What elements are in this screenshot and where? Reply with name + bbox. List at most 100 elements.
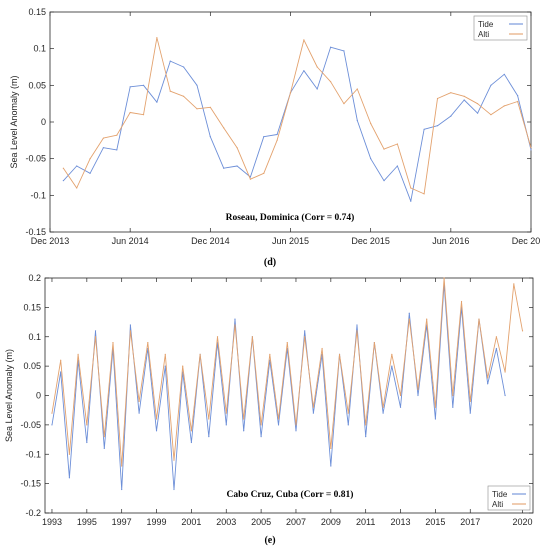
data-point <box>426 318 428 320</box>
legend-box <box>487 485 531 511</box>
data-point <box>338 353 341 355</box>
data-point <box>276 139 278 141</box>
chart-panel-1: -0.15 -0.1 -0.05 0 0.05 0.1 0.15 Dec 2013 Jun 20… <box>9 7 540 268</box>
data-point <box>164 365 166 367</box>
data-point <box>147 342 149 344</box>
data-point <box>423 128 425 130</box>
data-point <box>236 165 238 167</box>
data-point <box>443 277 445 279</box>
data-point <box>68 453 70 455</box>
data-point <box>94 336 97 338</box>
data-point <box>277 418 280 420</box>
data-point <box>343 103 345 105</box>
data-point <box>62 180 64 182</box>
data-point <box>463 95 465 97</box>
x-tick-label: Dec 2013 <box>31 236 70 246</box>
data-point <box>530 149 532 151</box>
data-point <box>236 147 238 149</box>
data-point <box>343 50 345 52</box>
y-axis-label: Sea Level Anomaly (m) <box>4 349 14 442</box>
data-point <box>183 66 185 68</box>
data-point <box>89 158 91 160</box>
data-point <box>249 178 252 180</box>
data-point <box>129 111 131 114</box>
data-point <box>156 101 158 103</box>
data-point <box>196 84 198 86</box>
x-tick-label: 2011 <box>356 517 375 527</box>
x-tick-label: 1995 <box>77 517 97 527</box>
data-point <box>365 424 367 426</box>
legend-label-tide: Tide <box>478 20 494 29</box>
data-point <box>513 283 515 285</box>
data-point <box>60 371 62 373</box>
data-point <box>243 430 245 432</box>
data-point <box>86 441 88 444</box>
data-point <box>155 430 158 432</box>
data-point <box>216 336 219 338</box>
data-point <box>60 359 62 361</box>
data-point <box>234 318 236 320</box>
series-tide <box>62 46 532 202</box>
data-point <box>208 436 210 438</box>
data-point <box>234 324 236 326</box>
data-point <box>249 176 252 178</box>
data-point <box>356 330 358 332</box>
data-point <box>450 115 452 117</box>
data-point <box>391 353 393 355</box>
data-point <box>129 324 131 326</box>
data-point <box>295 424 297 426</box>
y-tick-label: -0.05 <box>25 154 46 164</box>
data-point <box>260 424 262 426</box>
data-point <box>94 330 97 332</box>
data-point <box>321 347 323 350</box>
data-point <box>370 158 372 160</box>
x-tick-label: 2001 <box>181 517 201 527</box>
data-point <box>76 187 78 189</box>
data-point <box>399 406 402 408</box>
data-point <box>463 99 465 101</box>
data-point <box>196 108 198 110</box>
data-point <box>190 430 192 432</box>
y-tick-label: -0.1 <box>25 449 41 459</box>
plot-frame <box>44 277 534 514</box>
x-tick-label: Dec 2015 <box>351 236 390 246</box>
data-point <box>417 389 419 391</box>
data-point <box>434 406 436 408</box>
data-point <box>391 365 393 367</box>
x-tick-label: 2009 <box>321 517 341 527</box>
data-point <box>382 406 384 408</box>
y-tick-label: 0.1 <box>33 44 46 54</box>
data-point <box>504 394 506 397</box>
data-point <box>209 136 211 138</box>
data-point <box>102 137 105 139</box>
data-point <box>436 97 439 100</box>
data-point <box>103 436 105 438</box>
panel-label: (e) <box>264 535 275 546</box>
x-tick-label: 2015 <box>425 517 445 527</box>
data-point <box>116 134 118 136</box>
data-point <box>434 418 436 420</box>
data-point <box>304 336 306 338</box>
data-point <box>77 353 79 355</box>
y-tick-label: 0 <box>41 117 46 127</box>
data-point <box>260 436 262 438</box>
data-point <box>209 106 211 108</box>
data-point <box>89 172 91 174</box>
data-point <box>155 418 158 420</box>
data-point <box>303 39 305 41</box>
data-point <box>396 165 398 167</box>
x-tick-label: Jun 2015 <box>272 236 309 246</box>
data-point <box>383 148 385 150</box>
data-point <box>330 447 332 449</box>
legend-label-alti: Alti <box>492 500 503 509</box>
series-alti <box>51 277 524 467</box>
y-tick-label: 0.05 <box>23 361 41 371</box>
data-point <box>450 92 452 94</box>
x-tick-label: 1997 <box>112 517 132 527</box>
data-point <box>138 412 140 414</box>
data-point <box>142 84 145 86</box>
x-tick-label: 2003 <box>216 517 236 527</box>
